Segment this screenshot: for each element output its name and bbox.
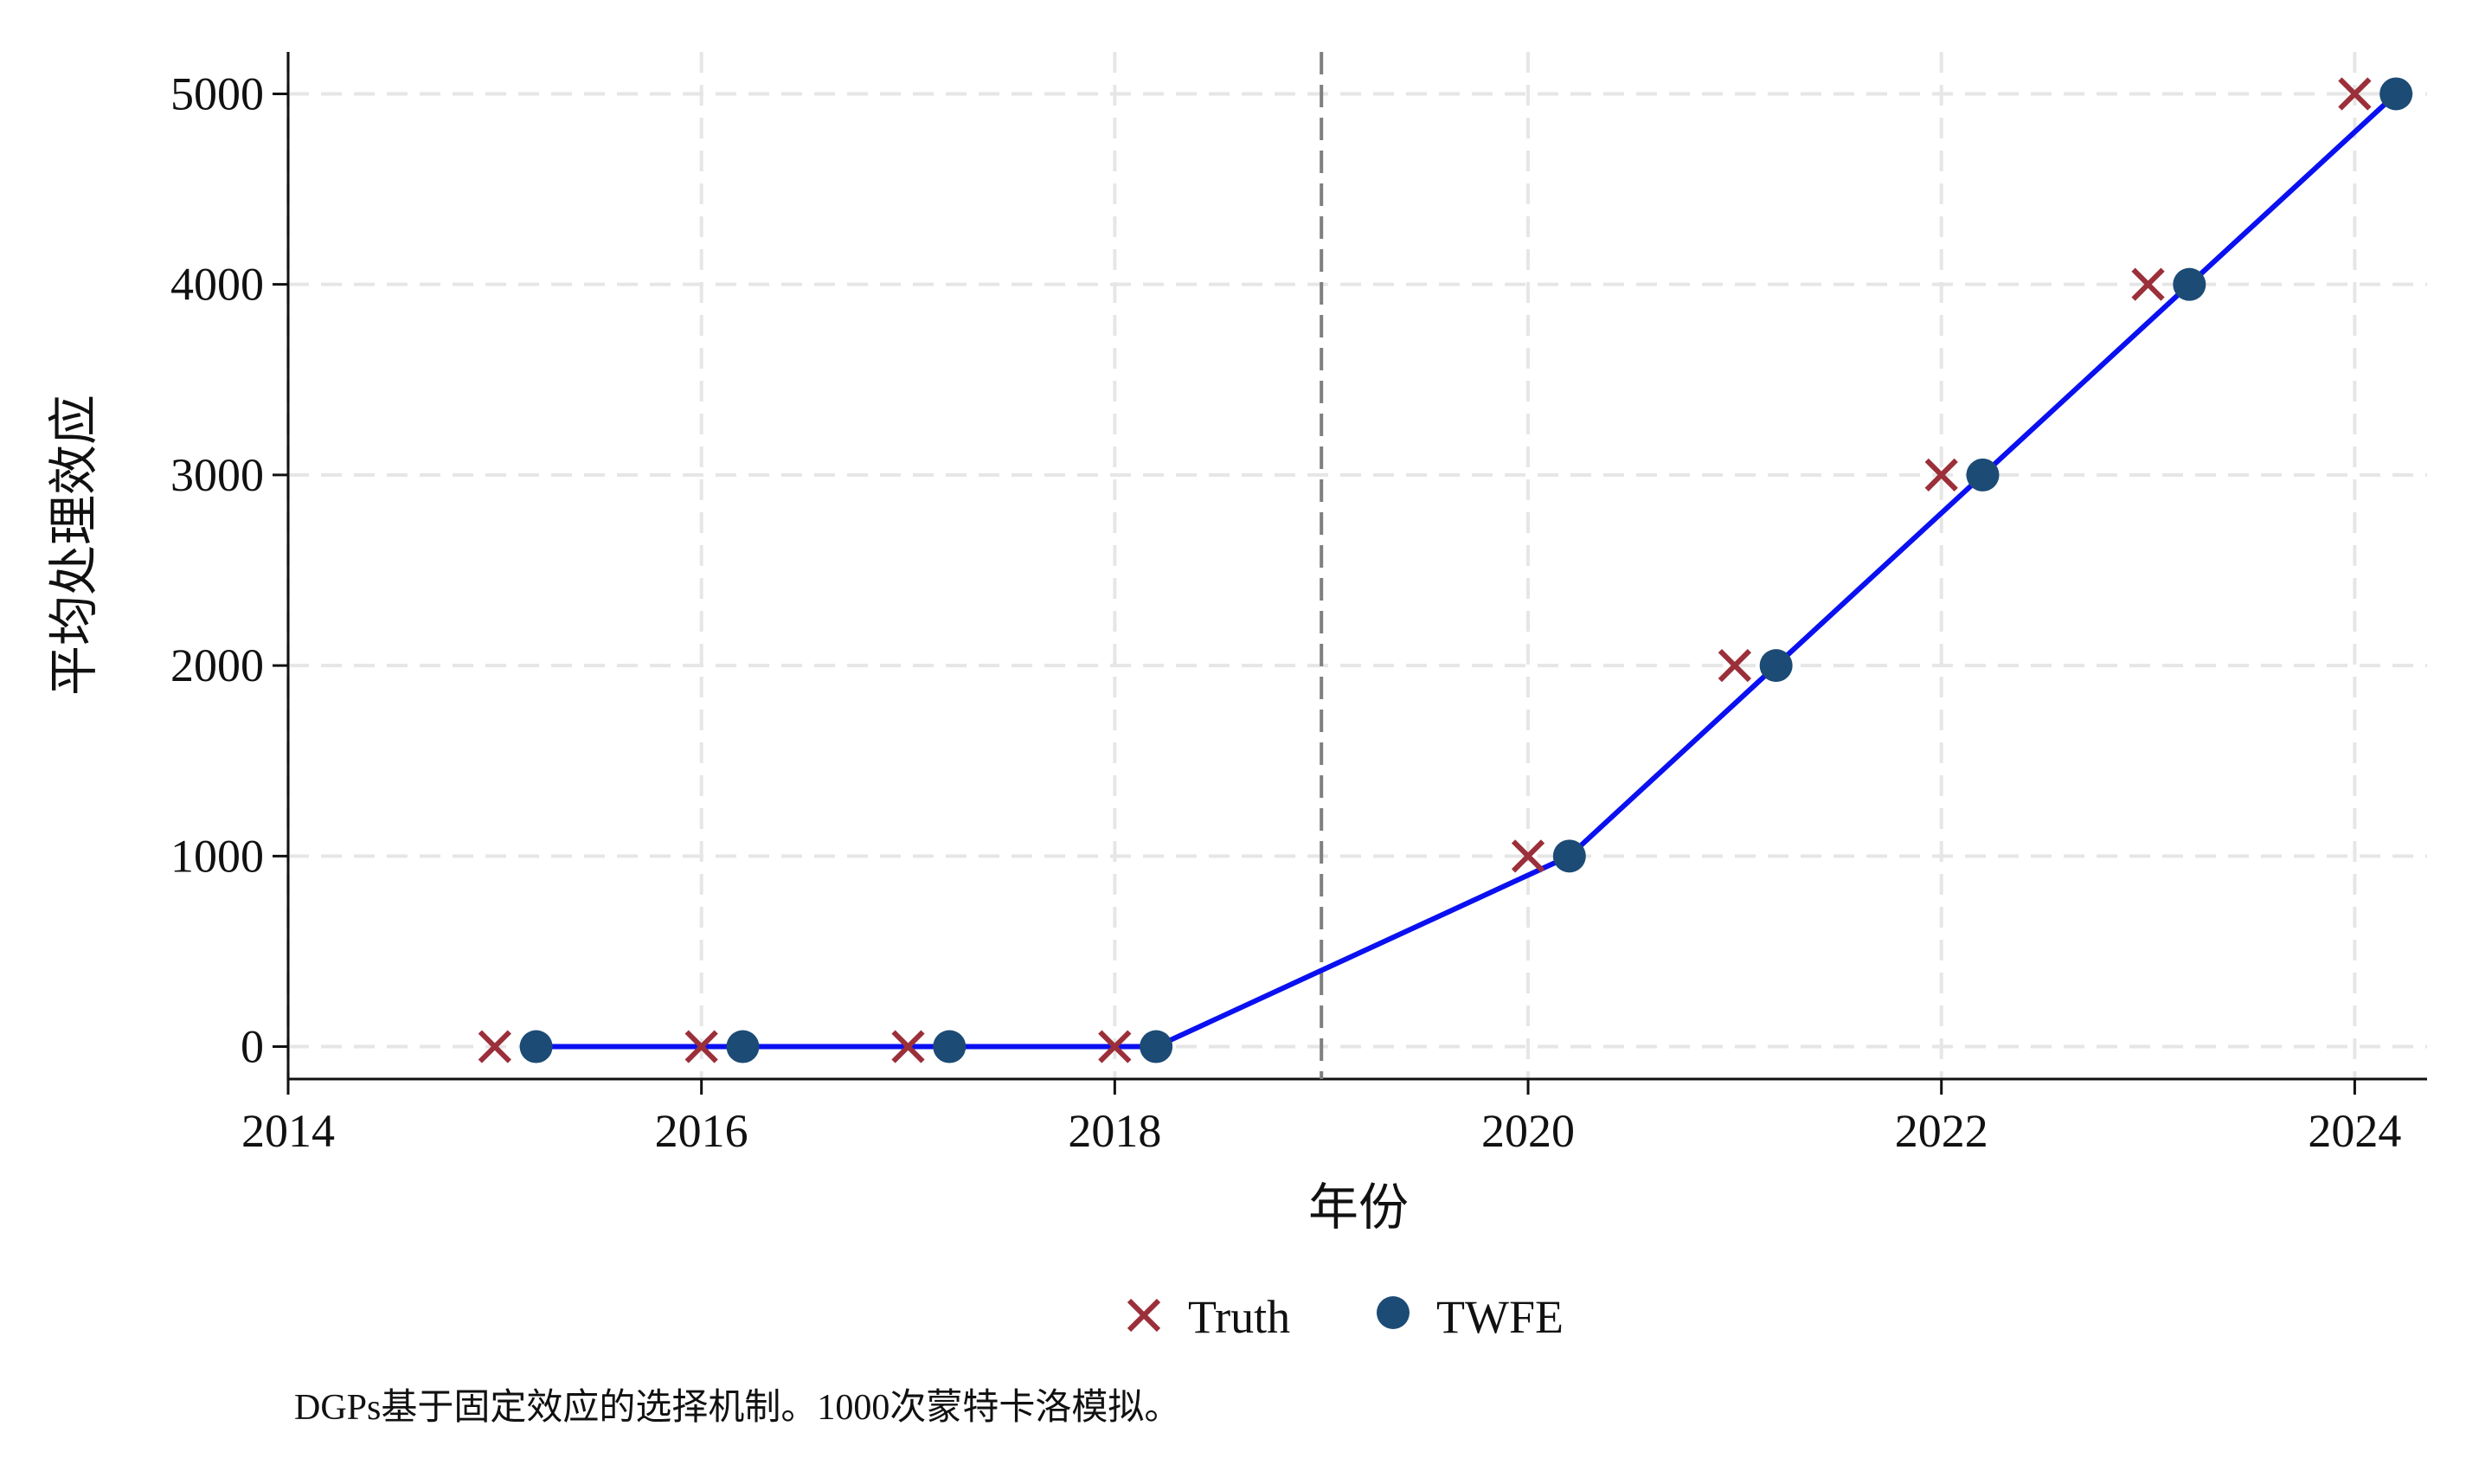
twfe-point xyxy=(1966,458,2000,491)
truth-point xyxy=(478,1030,511,1063)
twfe-point xyxy=(726,1030,760,1063)
truth-marker-stroke xyxy=(2338,77,2372,111)
legend-twfe-label: TWFE xyxy=(1436,1291,1564,1343)
marks-layer xyxy=(478,77,2413,1063)
legend-twfe-marker xyxy=(1377,1296,1410,1329)
y-tick-label: 5000 xyxy=(170,67,264,119)
truth-point xyxy=(1511,839,1545,873)
twfe-point xyxy=(1140,1030,1173,1063)
twfe-point xyxy=(933,1030,966,1063)
legend-truth-symbol xyxy=(1127,1298,1161,1333)
y-tick-label: 0 xyxy=(241,1021,264,1073)
y-axis-title: 平均处理效应 xyxy=(46,395,102,696)
twfe-point xyxy=(2173,267,2206,301)
truth-point xyxy=(1924,458,1958,492)
truth-point xyxy=(684,1030,718,1063)
legend-truth-label: Truth xyxy=(1188,1291,1290,1343)
truth-point xyxy=(891,1030,925,1063)
y-tick-label: 3000 xyxy=(170,449,264,501)
twfe-series-line xyxy=(536,92,2399,1050)
x-tick-label: 2016 xyxy=(655,1105,748,1157)
legend-twfe-symbol xyxy=(1377,1296,1410,1329)
x-tick-label: 2014 xyxy=(241,1105,335,1157)
truth-marker-stroke xyxy=(1098,1030,1132,1063)
line-layer xyxy=(536,52,2399,1079)
legend-truth-marker xyxy=(1127,1298,1161,1333)
grid-layer xyxy=(286,52,2427,1079)
y-tick-label: 4000 xyxy=(170,259,264,311)
truth-point xyxy=(1098,1030,1132,1063)
twfe-point xyxy=(1552,839,1586,873)
twfe-point xyxy=(2379,77,2413,111)
chart-note: DGPs基于固定效应的选择机制。1000次蒙特卡洛模拟。 xyxy=(294,1387,1180,1428)
truth-point xyxy=(2338,77,2372,111)
truth-point xyxy=(2131,267,2165,301)
truth-marker-stroke xyxy=(1924,458,1958,492)
truth-point xyxy=(1718,648,1752,683)
labels-layer: 0 1000 2000 3000 4000 5000 2014 2016 2018 2020 202… xyxy=(170,67,2401,1157)
truth-marker-stroke xyxy=(2131,267,2165,301)
truth-marker-stroke xyxy=(1127,1298,1161,1333)
twfe-point xyxy=(1759,649,1793,683)
x-tick-label: 2024 xyxy=(2308,1105,2401,1157)
truth-marker-stroke xyxy=(684,1030,718,1063)
x-tick-label: 2018 xyxy=(1068,1105,1161,1157)
y-tick-label: 2000 xyxy=(170,639,264,691)
truth-marker-stroke xyxy=(478,1030,511,1063)
x-tick-label: 2022 xyxy=(1895,1105,1988,1157)
y-tick-label: 1000 xyxy=(170,830,264,882)
truth-marker-stroke xyxy=(891,1030,925,1063)
x-tick-label: 2020 xyxy=(1481,1105,1575,1157)
axes-layer xyxy=(273,52,2427,1095)
legend: Truth TWFE xyxy=(1127,1291,1564,1343)
truth-marker-stroke xyxy=(1511,839,1545,873)
truth-marker-stroke xyxy=(1718,648,1752,683)
x-axis-title: 年份 xyxy=(1308,1179,1409,1236)
twfe-point xyxy=(519,1030,553,1063)
